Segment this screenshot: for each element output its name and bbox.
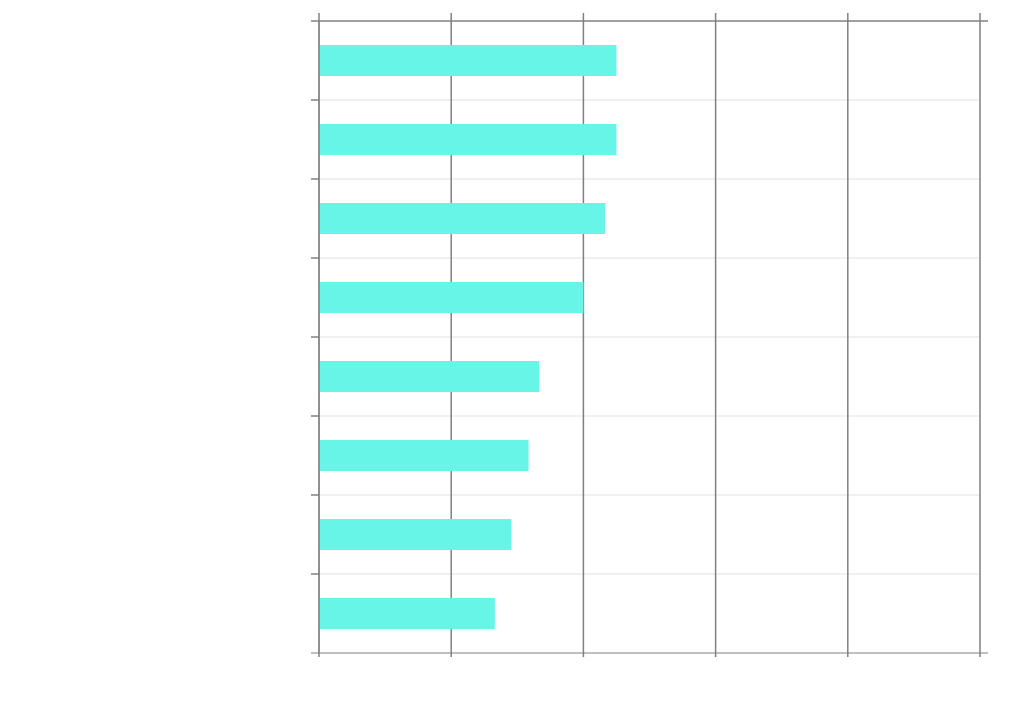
bar	[319, 282, 584, 313]
bar	[319, 440, 529, 471]
bars-layer	[319, 45, 617, 629]
bar	[319, 124, 617, 155]
grid-layer	[318, 13, 981, 657]
bar	[319, 45, 617, 76]
axis-layer	[311, 20, 988, 654]
bar	[319, 361, 540, 392]
bar	[319, 598, 495, 629]
bar	[319, 519, 512, 550]
bar	[319, 203, 606, 234]
